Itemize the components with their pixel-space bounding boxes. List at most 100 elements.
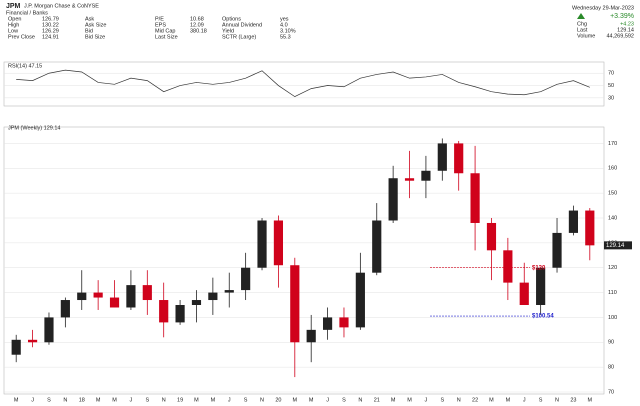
candle-body [322,317,333,330]
candle-body [339,317,349,328]
field-value: 130.22 [42,22,59,28]
x-tick-label: M [407,397,412,403]
sector: Financial / Banks [6,10,48,16]
candle-body [175,305,185,323]
x-tick-label: S [145,397,149,403]
field-value: yes [280,16,289,22]
field-label: SCTR (Large) [222,34,256,40]
candle-body [404,178,415,181]
price-panel [3,126,605,395]
candle-body [60,300,70,318]
candle-body [355,272,365,328]
field-value: 380.18 [190,28,207,34]
chg: +4.23 [620,21,634,27]
field-label: Prev Close [8,34,35,40]
candle-body [11,339,21,355]
last-price-label: 129.14 [606,243,625,249]
x-tick-label: N [358,397,362,403]
x-tick-label: M [506,397,511,403]
x-tick-label: M [391,397,396,403]
x-tick-label: M [588,397,593,403]
y-tick-label: 160 [608,166,617,172]
chg-label: Chg [577,21,587,27]
candle-body [519,282,529,305]
candle-body [552,232,562,268]
annotation-label: $120 [532,265,546,271]
candle-body [486,222,497,251]
field-label: Low [8,28,18,34]
y-tick-label: 50 [608,83,614,89]
candle-body [290,265,300,343]
change-pct: +3.39% [610,13,634,20]
field-label: Bid [85,28,93,34]
x-tick-label: 22 [472,397,478,403]
x-tick-label: N [63,397,67,403]
x-tick-label: S [440,397,444,403]
last-label: Last [577,27,588,33]
candle-body [421,170,431,181]
field-label: Yield [222,28,234,34]
candle-body [503,250,513,283]
x-tick-label: 19 [177,397,183,403]
x-tick-label: J [326,397,329,403]
x-tick-label: M [211,397,216,403]
x-tick-label: J [228,397,231,403]
panel-title: RSI(14) 47.15 [8,63,42,69]
x-tick-label: 21 [374,397,380,403]
field-label: Annual Dividend [222,22,262,28]
field-value: 3.10% [280,28,296,34]
y-tick-label: 90 [608,340,614,346]
exchange: NYSE [84,3,99,9]
field-label: Ask Size [85,22,106,28]
candle-body [306,329,316,343]
candle-body [437,143,447,171]
y-tick-label: 70 [608,389,614,395]
candle-body [470,173,480,223]
y-tick-label: 100 [608,315,617,321]
x-tick-label: M [309,397,314,403]
candle-body [27,339,38,343]
candle-body [191,300,202,305]
candle-body [454,143,464,174]
last: 129.14 [617,27,634,33]
candle-body [126,285,136,308]
x-tick-label: J [31,397,34,403]
candle-body [224,290,234,293]
field-label: Open [8,16,21,22]
field-label: Ask [85,16,94,22]
field-label: Bid Size [85,34,105,40]
field-value: 4.0 [280,22,288,28]
x-tick-label: J [425,397,428,403]
x-tick-label: S [47,397,51,403]
x-tick-label: S [539,397,543,403]
x-tick-label: J [130,397,133,403]
field-label: P/E [155,16,164,22]
candle-body [77,292,87,301]
candle-body [273,220,284,266]
x-tick-label: N [260,397,264,403]
field-value: 55.3 [280,34,291,40]
candle-body [257,220,267,268]
last-price-tag [604,241,632,250]
x-tick-label: J [523,397,526,403]
candle-body [241,267,251,291]
x-tick-label: M [112,397,117,403]
x-tick-label: M [96,397,101,403]
x-tick-label: M [489,397,494,403]
symbol: JPM [6,3,21,10]
field-label: Last Size [155,34,178,40]
field-label: EPS [155,22,166,28]
x-tick-label: M [293,397,298,403]
company-name: J.P. Morgan Chase & Co. [24,3,86,9]
x-tick-label: 23 [570,397,576,403]
y-tick-label: 150 [608,191,617,197]
date: Wednesday 29-Mar-2023 [572,5,634,11]
field-value: 126.29 [42,28,59,34]
field-label: Options [222,16,241,22]
x-tick-label: N [457,397,461,403]
candle-body [142,285,152,301]
y-tick-label: 170 [608,141,617,147]
candle-body [109,297,120,308]
